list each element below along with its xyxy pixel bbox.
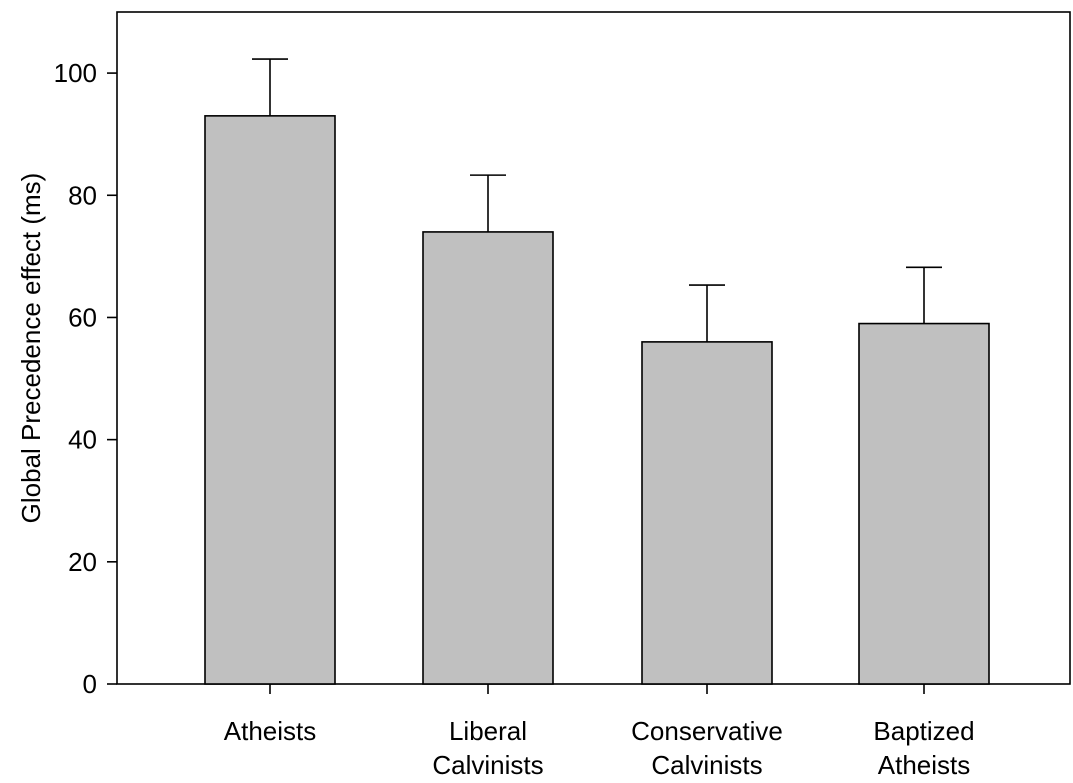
x-tick-label-line: Calvinists	[432, 750, 543, 780]
x-tick-label: Conservative Calvinists	[631, 716, 783, 780]
x-tick-label-line: Atheists	[224, 716, 317, 746]
bars	[204, 115, 990, 685]
bar	[858, 322, 990, 685]
x-axis: Atheists Liberal Calvinists Conservative Cal…	[224, 684, 975, 780]
x-tick-label-line: Baptized	[873, 716, 974, 746]
y-tick-label: 40	[68, 425, 97, 455]
bar	[204, 115, 336, 685]
x-tick-label-line: Liberal	[449, 716, 527, 746]
plot-frame	[116, 11, 1071, 685]
y-tick-label: 20	[68, 547, 97, 577]
error-bars	[252, 58, 942, 342]
x-tick-label-line: Conservative	[631, 716, 783, 746]
y-tick-label: 80	[68, 180, 97, 210]
y-axis: 0 20 40 60 80 100	[54, 58, 117, 699]
bar	[422, 231, 554, 685]
x-tick-label-line: Calvinists	[651, 750, 762, 780]
y-tick-label: 0	[83, 669, 97, 699]
x-tick-label: Atheists	[224, 716, 317, 746]
x-tick-label: Baptized Atheists	[873, 716, 974, 780]
y-tick-label: 100	[54, 58, 97, 88]
x-tick-label: Liberal Calvinists	[432, 716, 543, 780]
x-tick-label-line: Atheists	[878, 750, 971, 780]
bar	[641, 341, 773, 685]
y-axis-title: Global Precedence effect (ms)	[16, 173, 46, 524]
y-tick-label: 60	[68, 302, 97, 332]
